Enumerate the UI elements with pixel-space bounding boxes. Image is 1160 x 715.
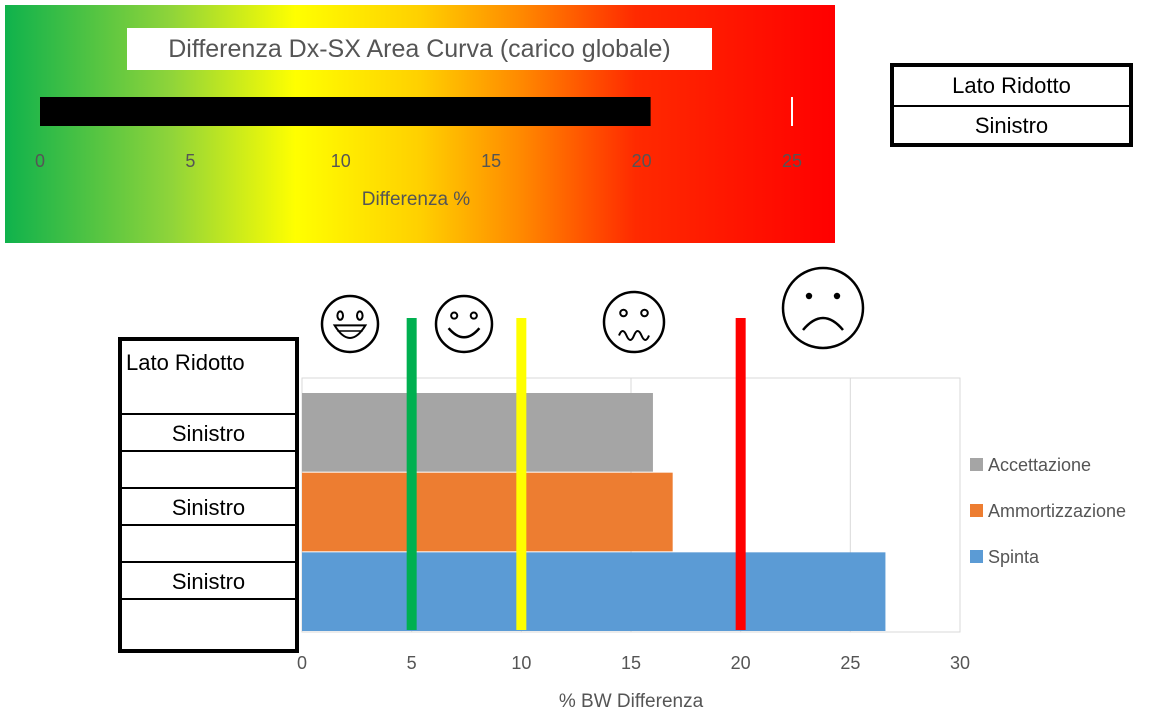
smiling-face-icon (434, 294, 494, 354)
gauge-tick-label: 0 (35, 151, 45, 171)
gauge-tick-label: 5 (185, 151, 195, 171)
laughing-face-icon (320, 294, 380, 354)
threshold-line (516, 318, 527, 630)
x-tick-label: 30 (950, 653, 970, 673)
wavy-mouth-face-icon (602, 290, 666, 354)
reduced-side-table-cell: Sinistro (122, 561, 295, 598)
face-eye (640, 308, 649, 318)
gauge-tick-label: 25 (782, 151, 802, 171)
gauge-tick-label: 10 (331, 151, 351, 171)
reduced-side-table-cell: Sinistro (122, 413, 295, 450)
x-tick-label: 20 (731, 653, 751, 673)
face-eye (469, 311, 478, 320)
reduced-side-header: Lato Ridotto (952, 73, 1071, 98)
face-mouth (618, 330, 650, 341)
legend-label: Accettazione (988, 455, 1091, 475)
x-tick-label: 0 (297, 653, 307, 673)
face-outline (434, 294, 494, 354)
legend-label: Spinta (988, 547, 1040, 567)
legend-label: Ammortizzazione (988, 501, 1126, 521)
x-axis-title: % BW Differenza (559, 691, 704, 712)
face-eye (619, 308, 628, 318)
reduced-side-table-cell (122, 450, 295, 487)
threshold-line (735, 318, 746, 630)
face-outline (781, 266, 865, 350)
x-tick-label: 25 (840, 653, 860, 673)
x-tick-label: 15 (621, 653, 641, 673)
reduced-side-table-cell (122, 598, 295, 635)
reduced-side-table-header: Lato Ridotto (126, 350, 245, 375)
face-eye (336, 310, 345, 321)
face-outline (320, 294, 380, 354)
face-eye (356, 310, 364, 321)
gauge-panel: Differenza Dx-SX Area Curva (carico glob… (5, 5, 835, 243)
reduced-side-table-cell: Sinistro (122, 487, 295, 524)
x-tick-label: 10 (511, 653, 531, 673)
bar-accettazione (302, 393, 653, 472)
gauge-axis-title: Differenza % (362, 189, 471, 210)
face-mouth (802, 316, 844, 331)
legend-swatch (970, 550, 983, 563)
threshold-line (406, 318, 417, 630)
bar-ammortizzazione (302, 472, 673, 552)
frowning-face-icon (781, 266, 865, 350)
bar-spinta (302, 552, 886, 631)
face-outline (602, 290, 666, 354)
gauge-tick-label: 15 (481, 151, 501, 171)
reduced-side-box: Lato Ridotto Sinistro (890, 63, 1133, 147)
face-eye (450, 311, 459, 320)
face-eye (805, 292, 813, 300)
face-eye (833, 292, 841, 300)
gauge-value-bar (40, 97, 651, 126)
reduced-side-table-cell (122, 524, 295, 561)
gauge-title: Differenza Dx-SX Area Curva (carico glob… (127, 28, 712, 70)
gauge-tick-label: 20 (632, 151, 652, 171)
reduced-side-table: Lato Ridotto Sinistro Sinistro Sinistro (118, 337, 299, 653)
reduced-side-value: Sinistro (894, 105, 1129, 143)
gauge-chart: 0 5 10 15 20 25 Differenza % (35, 97, 802, 210)
legend-swatch (970, 458, 983, 471)
face-mouth (447, 327, 481, 339)
x-tick-label: 5 (407, 653, 417, 673)
legend-swatch (970, 504, 983, 517)
